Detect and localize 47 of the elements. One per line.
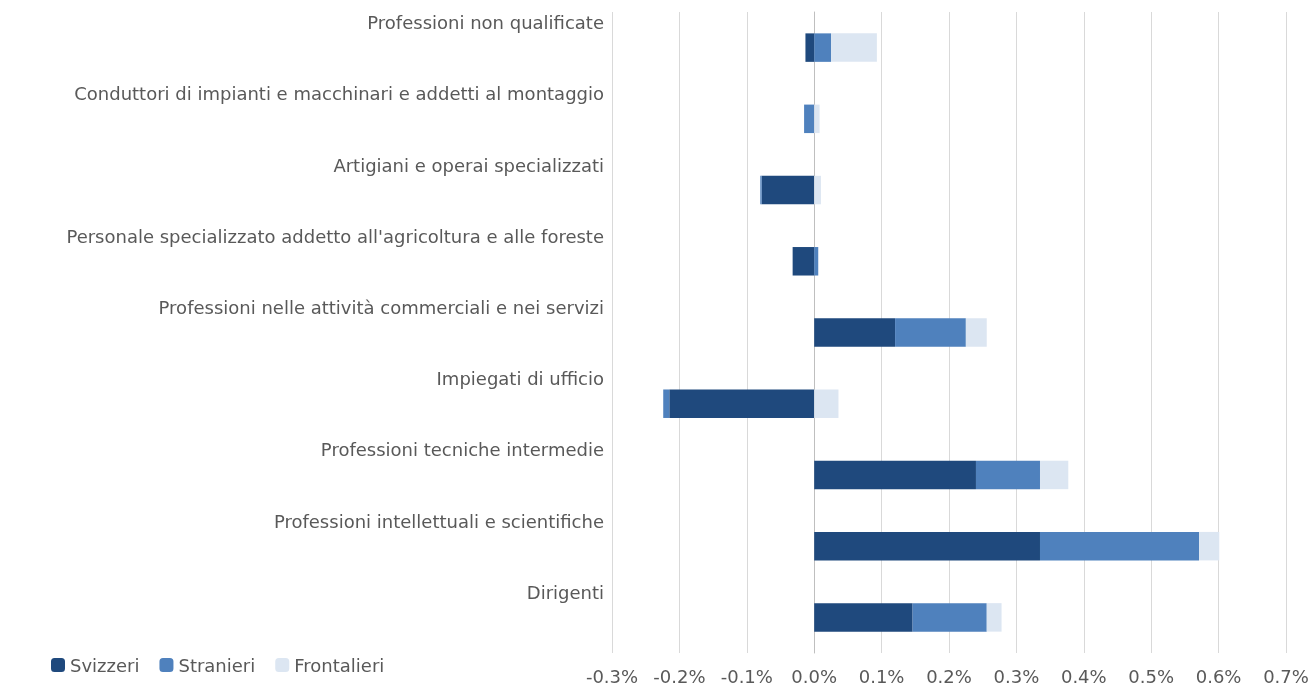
x-tick-label: 0.0% xyxy=(791,665,838,687)
x-tick-label: -0.1% xyxy=(720,665,773,687)
bar xyxy=(895,318,966,347)
bar xyxy=(831,33,877,62)
bar xyxy=(814,247,819,276)
y-tick-label: Professioni non qualificate xyxy=(367,12,604,34)
x-tick-label: 0.2% xyxy=(926,665,972,687)
bar xyxy=(1039,531,1200,561)
y-tick-label: Professioni tecniche intermedie xyxy=(320,439,604,461)
bar xyxy=(663,389,670,418)
bar xyxy=(814,175,821,205)
x-tick-label: 0.4% xyxy=(1060,665,1107,687)
x-tick-label: -0.3% xyxy=(585,665,639,687)
legend-label: Stranieri xyxy=(178,654,256,676)
bar xyxy=(669,389,815,418)
x-tick-label: 0.3% xyxy=(993,665,1040,687)
bar xyxy=(1039,460,1069,490)
bar xyxy=(814,104,820,134)
legend-label: Svizzeri xyxy=(70,654,140,676)
bar xyxy=(975,460,1040,490)
bar xyxy=(814,33,832,62)
bar xyxy=(1199,531,1220,561)
x-tick-label: 0.6% xyxy=(1195,665,1242,687)
bar xyxy=(814,603,913,632)
y-tick-label: Artigiani e operai specializzati xyxy=(333,154,604,176)
x-tick-label: -0.2% xyxy=(653,665,706,687)
bar xyxy=(792,247,815,276)
bar xyxy=(761,175,815,205)
y-tick-label: Professioni nelle attività commerciali e nei servizi xyxy=(158,297,604,318)
x-tick-label: 0.5% xyxy=(1128,665,1175,687)
bar xyxy=(814,389,839,418)
y-tick-label: Impiegati di ufficio xyxy=(436,368,604,390)
bar xyxy=(804,104,815,134)
legend-label: Frontalieri xyxy=(294,654,385,676)
y-tick-label: Conduttori di impianti e macchinari e addetti al montaggio xyxy=(74,83,604,105)
y-tick-label: Personale specializzato addetto all'agricoltura e alle foreste xyxy=(66,225,604,247)
y-tick-label: Professioni intellettuali e scientifiche xyxy=(273,510,604,532)
bar xyxy=(965,318,987,347)
bar xyxy=(805,33,815,62)
x-tick-label: 0.7% xyxy=(1263,665,1309,687)
bar xyxy=(814,531,1040,561)
y-tick-label: Dirigenti xyxy=(526,581,604,603)
bar xyxy=(814,318,896,347)
bar xyxy=(912,603,987,632)
bar xyxy=(986,603,1002,632)
x-tick-label: 0.1% xyxy=(858,665,905,687)
bar xyxy=(814,460,976,490)
